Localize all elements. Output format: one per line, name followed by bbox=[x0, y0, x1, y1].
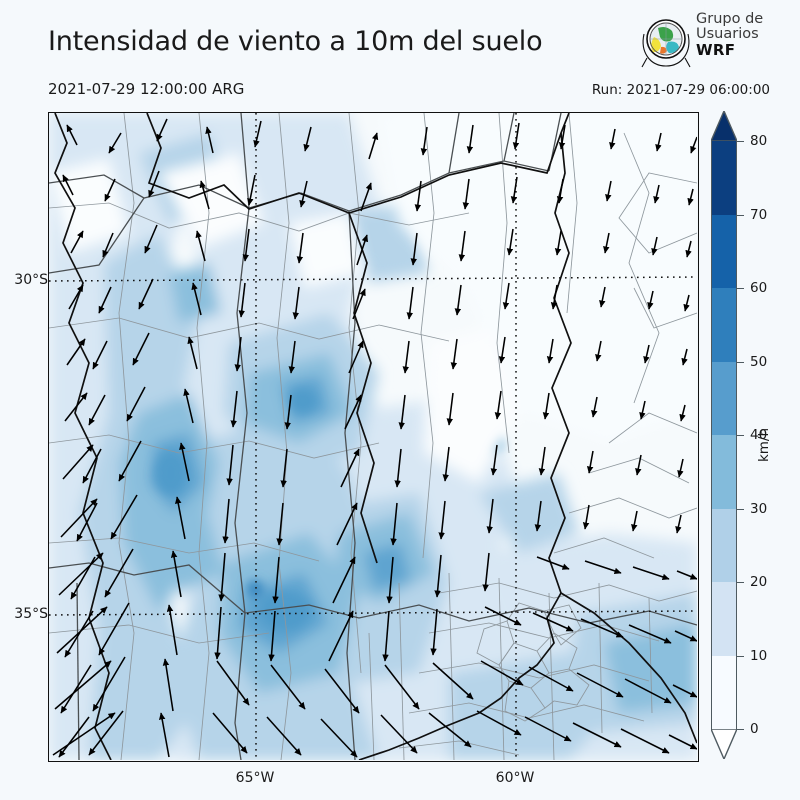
colorbar-tick-label-60: 60 bbox=[750, 280, 768, 296]
colorbar-band-0-10 bbox=[711, 655, 737, 729]
colorbar-band-10-20 bbox=[711, 581, 737, 656]
colorbar-tick-30 bbox=[737, 508, 744, 510]
colorbar-band-30-40 bbox=[711, 434, 737, 509]
run-time-label: Run: 2021-07-29 06:00:00 bbox=[591, 82, 770, 98]
colorbar-band-40-50 bbox=[711, 361, 737, 435]
colorbar-tick-0 bbox=[737, 729, 744, 730]
colorbar-tick-60 bbox=[737, 288, 744, 289]
lat-label-30s: 30°S bbox=[14, 272, 48, 288]
wrf-user-group-logo: Grupo de Usuarios WRF bbox=[638, 11, 788, 74]
country-border-and-coastline bbox=[54, 113, 697, 760]
colorbar-tick-label-70: 70 bbox=[750, 206, 768, 223]
colorbar-tick-label-80: 80 bbox=[750, 133, 768, 149]
map-canvas[interactable] bbox=[48, 112, 699, 762]
colorbar-tick-20 bbox=[737, 582, 744, 583]
logo-line-2: Usuarios bbox=[696, 26, 759, 43]
lat-label-35s: 35°S bbox=[14, 606, 48, 622]
colorbar-unit-label: km/h bbox=[756, 427, 772, 463]
windspeed-shading bbox=[49, 113, 697, 760]
colorbar-tick-70 bbox=[737, 214, 744, 216]
graticule-lines bbox=[49, 113, 697, 760]
logo-line-1: Grupo de bbox=[696, 11, 764, 27]
windspeed-minima bbox=[49, 113, 697, 483]
colorbar-extend-min-arrow bbox=[711, 729, 737, 759]
colorbar-band-70-80 bbox=[711, 140, 737, 215]
colorbar-tick-50 bbox=[737, 361, 744, 363]
lon-label-60w: 60°W bbox=[495, 770, 535, 786]
colorbar-band-50-60 bbox=[711, 287, 737, 362]
windspeed-maxima bbox=[155, 389, 504, 631]
colorbar-tick-40 bbox=[737, 435, 744, 436]
colorbar-band-20-30 bbox=[711, 508, 737, 582]
colorbar-tick-label-20: 20 bbox=[750, 574, 768, 590]
colorbar-tick-label-0: 0 bbox=[750, 721, 759, 737]
wind-vector-arrows bbox=[52, 118, 697, 758]
colorbar-band-60-70 bbox=[711, 214, 737, 288]
wrf-globe-emblem-icon bbox=[641, 19, 691, 68]
colorbar-tick-80 bbox=[737, 141, 744, 142]
lon-label-65w: 65°W bbox=[235, 770, 275, 786]
logo-line-3: WRF bbox=[696, 40, 736, 59]
map-drawing bbox=[49, 113, 697, 760]
colorbar-tick-10 bbox=[737, 655, 744, 657]
colorbar-tick-label-50: 50 bbox=[750, 353, 768, 370]
page-title: Intensidad de viento a 10m del suelo bbox=[48, 26, 543, 57]
colorbar[interactable]: 0 10 20 30 40 50 60 70 80 bbox=[711, 111, 767, 759]
colorbar-tick-label-30: 30 bbox=[750, 500, 768, 517]
valid-time-label: 2021-07-29 12:00:00 ARG bbox=[48, 80, 245, 98]
colorbar-tick-label-10: 10 bbox=[750, 647, 768, 664]
colorbar-tick-label-40: 40 bbox=[750, 427, 768, 443]
colorbar-bands bbox=[711, 140, 737, 729]
colorbar-extend-max-arrow bbox=[711, 111, 737, 141]
department-boundaries bbox=[49, 113, 697, 760]
